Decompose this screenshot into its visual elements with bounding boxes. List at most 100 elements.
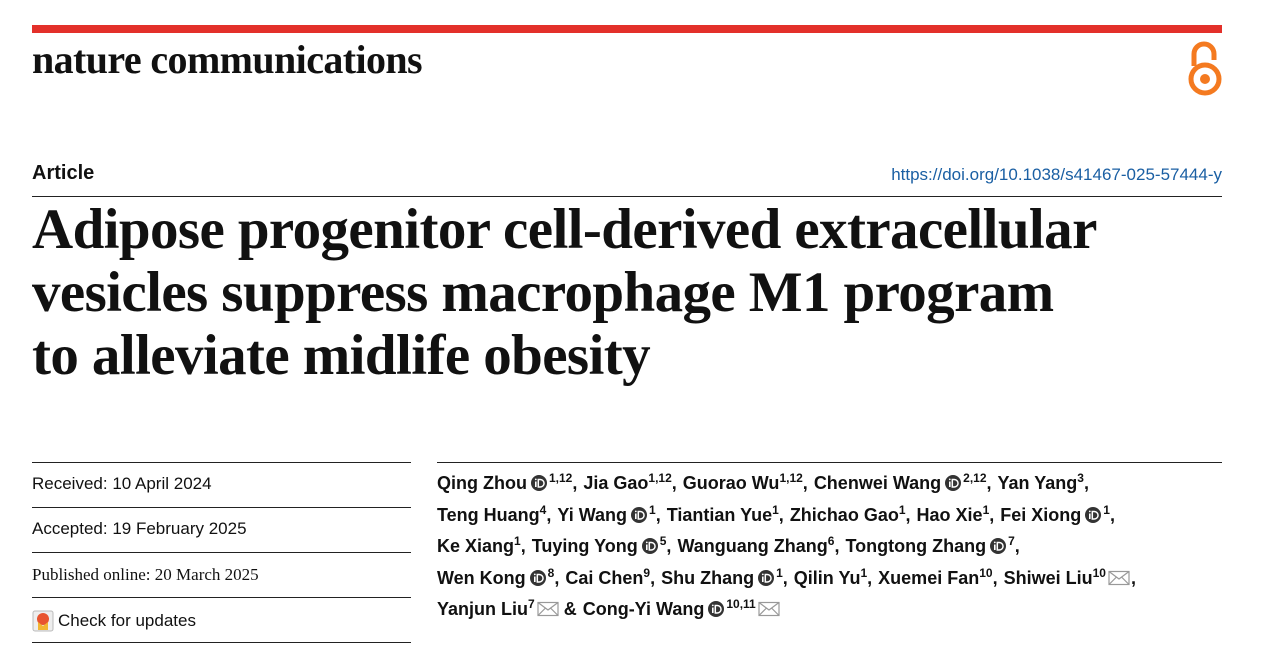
title-line: Adipose progenitor cell-derived extracel…	[32, 198, 1097, 261]
joiner: ,	[554, 567, 560, 588]
affiliation: 1,12	[779, 471, 803, 485]
orcid-icon	[758, 566, 775, 596]
affiliation: 8	[547, 565, 555, 580]
author-name: Tuying Yong	[531, 536, 638, 556]
author: Cai Chen9,	[565, 565, 656, 588]
rule	[32, 196, 1222, 197]
updates-text: Check for updates	[58, 611, 196, 630]
joiner: ,	[520, 536, 526, 556]
author: Teng Huang4,	[437, 502, 552, 525]
joiner: ,	[905, 504, 911, 525]
joiner: ,	[671, 473, 677, 493]
author: Hao Xie1,	[917, 502, 995, 525]
orcid-icon	[990, 534, 1007, 564]
affiliation: 6	[827, 534, 835, 548]
affiliation: 3	[1077, 471, 1084, 485]
author: Wanguang Zhang6,	[677, 534, 840, 556]
joiner: ,	[989, 504, 995, 525]
author-list: Qing Zhou 1,12, Jia Gao1,12, Guorao Wu1,12,…	[437, 469, 1142, 627]
joiner: ,	[1109, 504, 1115, 525]
accepted-date: Accepted: 19 February 2025	[32, 519, 247, 538]
affiliation: 1	[1103, 502, 1110, 517]
affiliation: 5	[659, 534, 667, 548]
affiliation: 1	[898, 502, 906, 517]
joiner: ,	[650, 567, 656, 588]
author-line: Ke Xiang1, Tuying Yong 5, Wanguang Zhang6, T…	[437, 532, 1142, 564]
author-name: Jia Gao	[583, 473, 649, 493]
orcid-icon	[529, 566, 546, 596]
joiner: ,	[867, 567, 873, 588]
affiliation: 1,12	[648, 471, 672, 485]
updates-icon	[32, 610, 54, 632]
joiner: ,	[546, 504, 552, 525]
author-name: Teng Huang	[437, 504, 540, 525]
author-name: Fei Xiong	[1000, 504, 1082, 525]
rule	[437, 462, 1222, 463]
author: Shu Zhang 1,	[661, 565, 788, 588]
author-name: Chenwei Wang	[813, 473, 942, 493]
author: Wen Kong 8,	[437, 565, 560, 588]
rule	[32, 507, 411, 508]
author-line: Qing Zhou 1,12, Jia Gao1,12, Guorao Wu1,12,…	[437, 469, 1142, 501]
author: Cong-Yi Wang 10,11	[582, 597, 781, 619]
affiliation: 10	[1092, 565, 1106, 580]
journal-bar	[32, 25, 1222, 33]
orcid-icon	[641, 534, 658, 564]
author-name: Yanjun Liu	[437, 599, 529, 619]
author: Yi Wang 1,	[557, 502, 661, 525]
doi-link[interactable]: https://doi.org/10.1038/s41467-025-57444…	[891, 165, 1222, 184]
journal-name: nature communications	[32, 37, 423, 82]
author-name: Tongtong Zhang	[845, 536, 987, 556]
joiner: ,	[655, 504, 661, 525]
author-name: Qilin Yu	[793, 567, 861, 588]
affiliation: 1	[772, 502, 779, 517]
author: Jia Gao1,12,	[583, 471, 677, 493]
orcid-icon	[708, 597, 725, 627]
rule	[32, 552, 411, 553]
author: Tongtong Zhang 7,	[845, 534, 1020, 556]
email-icon	[537, 597, 559, 627]
author-line: Yanjun Liu7 & Cong-Yi Wang 10,11	[437, 595, 1142, 627]
affiliation: 10,11	[726, 597, 756, 611]
title-line: to alleviate midlife obesity	[32, 324, 651, 387]
author-name: Qing Zhou	[437, 473, 527, 493]
affiliation: 1,12	[548, 471, 573, 485]
affiliation: 1	[649, 502, 656, 517]
rule	[32, 462, 411, 463]
joiner: ,	[782, 567, 788, 588]
author-name: Wen Kong	[437, 567, 526, 588]
author-name: Yan Yang	[997, 473, 1078, 493]
check-updates[interactable]: Check for updates	[32, 610, 196, 632]
author-name: Tiantian Yue	[666, 504, 773, 525]
author-line: Wen Kong 8, Cai Chen9, Shu Zhang 1, Qilin Yu1…	[437, 564, 1142, 596]
affiliation: 10	[979, 565, 993, 580]
joiner: ,	[1014, 536, 1020, 556]
title-line: vesicles suppress macrophage M1 program	[32, 261, 1054, 324]
author-name: Yi Wang	[557, 504, 628, 525]
title: Adipose progenitor cell-derived extracel…	[32, 198, 1097, 387]
author: Yan Yang3,	[997, 471, 1089, 493]
rule	[32, 597, 411, 598]
author: Qilin Yu1,	[793, 567, 873, 588]
received-date: Received: 10 April 2024	[32, 474, 212, 493]
joiner: ,	[802, 473, 808, 493]
author-name: Cai Chen	[565, 567, 644, 588]
author: Yanjun Liu7 &	[437, 598, 577, 619]
author-name: Ke Xiang	[437, 536, 515, 556]
joiner: ,	[986, 473, 992, 493]
published-date: Published online: 20 March 2025	[32, 565, 259, 584]
orcid-icon	[1085, 503, 1102, 533]
author-name: Wanguang Zhang	[677, 536, 828, 556]
affiliation: 1	[776, 565, 783, 580]
joiner: ,	[834, 536, 840, 556]
email-icon	[1108, 566, 1130, 596]
affiliation: 7	[1008, 534, 1015, 548]
joiner: ,	[1130, 567, 1136, 588]
author-name: Cong-Yi Wang	[582, 599, 705, 619]
affiliation: 1	[982, 502, 990, 517]
orcid-icon	[945, 471, 962, 501]
author-name: Guorao Wu	[682, 473, 780, 493]
affiliation: 9	[643, 565, 651, 580]
affiliation: 4	[539, 502, 547, 517]
